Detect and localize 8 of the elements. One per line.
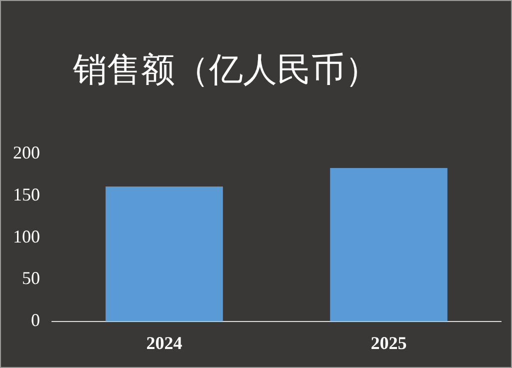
y-tick-label: 50 <box>22 268 40 288</box>
y-tick-label: 150 <box>13 184 40 204</box>
y-tick-label: 100 <box>13 226 40 246</box>
y-tick-label: 200 <box>13 142 40 163</box>
y-tick-label: 0 <box>31 310 40 330</box>
chart-title: 销售额（亿人民币） <box>72 49 380 92</box>
x-tick-label: 2025 <box>370 332 407 353</box>
x-tick-label: 2024 <box>146 332 182 353</box>
